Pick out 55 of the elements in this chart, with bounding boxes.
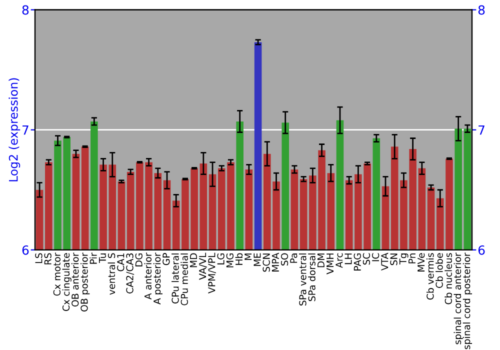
x-tick-label: SPa ventral: [299, 254, 306, 306]
x-tick-label: A anterior: [144, 252, 152, 300]
x-tick-label: IC: [372, 253, 380, 262]
x-tick-label: MPA: [272, 252, 279, 272]
x-tick-label: VMH: [326, 254, 334, 274]
y-tick-label: 8: [22, 5, 29, 15]
x-tick-label: Tg: [399, 254, 408, 264]
y2-tick-label: 6: [478, 245, 485, 255]
x-tick-label: Cb lobe: [436, 253, 443, 288]
x-tick-label: PAG: [354, 253, 361, 270]
x-tick-label: Pa: [290, 254, 298, 263]
x-tick-label: Cx motor: [53, 252, 60, 296]
x-tick-label: LG: [217, 253, 224, 264]
y2-tick-label: 8: [478, 5, 485, 15]
x-tick-label: SO: [280, 253, 288, 266]
x-tick-label: M: [244, 254, 252, 260]
x-tick-label: DM: [318, 254, 324, 268]
x-tick-label: CPu medial: [180, 254, 188, 306]
y2-tick-label: 7: [478, 125, 484, 135]
x-tick-label: MD: [190, 253, 197, 268]
x-tick-label: MG: [226, 253, 234, 268]
x-tick-label: RS: [44, 253, 52, 264]
x-tick-label: SC: [362, 253, 370, 265]
x-tick-label: Pir: [90, 252, 97, 264]
x-tick-label: Arc: [336, 253, 343, 268]
x-tick-label: GP: [162, 253, 170, 266]
x-tick-label: Cb vermis: [426, 253, 434, 300]
x-tick-label: DG: [135, 253, 142, 266]
x-tick-label: MVe: [418, 253, 425, 272]
y-axis-title: Log2 (expression): [8, 78, 20, 182]
x-tick-label: Hb: [235, 253, 243, 265]
x-tick-label: CPu lateral: [172, 254, 179, 304]
x-tick-label: VTA: [381, 252, 388, 271]
x-tick-label: SCN: [262, 254, 270, 272]
x-tick-label: Tu: [99, 254, 106, 264]
x-tick-label: CA1: [117, 254, 124, 272]
x-tick-label: Cb nucleus: [444, 253, 452, 304]
x-tick-label: Pn: [408, 253, 416, 264]
x-tick-label: ventral S: [108, 253, 116, 295]
x-tick-label: SPa dorsal: [308, 254, 316, 302]
y-tick-label: 7: [22, 125, 28, 135]
x-tick-label: spinal cord anterior: [454, 252, 463, 344]
x-tick-label: Cx cingulate: [62, 253, 72, 312]
y-tick-label: 6: [22, 245, 29, 255]
x-tick-label: LS: [35, 253, 42, 264]
x-tick-label: SN: [390, 254, 398, 266]
x-tick-label: LH: [344, 254, 352, 264]
x-tick-label: spinal cord posterior: [462, 252, 472, 350]
x-tick-label: OB anterior: [71, 252, 79, 307]
x-tick-label: ME: [254, 253, 261, 266]
x-tick-label: A posterior: [153, 252, 162, 304]
x-tick-label: CA2/CA3: [126, 253, 134, 294]
x-tick-label: VPM/VPL: [208, 252, 216, 294]
x-tick-label: OB posterior: [80, 252, 90, 312]
x-tick-label: VA/VL: [199, 252, 207, 280]
